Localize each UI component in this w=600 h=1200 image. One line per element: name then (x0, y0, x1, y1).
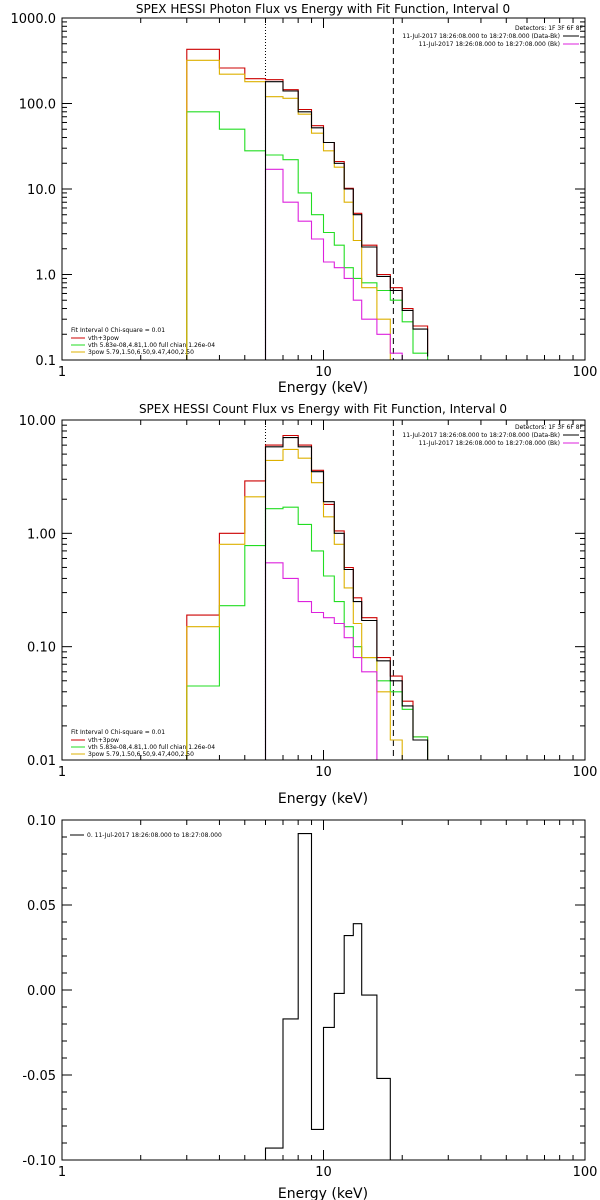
legend-bk: 11-Jul-2017 18:26:08.000 to 18:27:08.000… (419, 41, 560, 48)
legend-3pow: 3pow 5.79,1.50,6.50,9.47,400,2.50 (88, 751, 194, 758)
y-tick-label: 10.00 (19, 414, 56, 429)
y-tick-label: 1000.0 (11, 12, 57, 27)
photon-flux-panel: SPEX HESSI Photon Flux vs Energy with Fi… (11, 2, 598, 396)
residuals-panel: 1 10 100 -0.10 -0.05 0.00 0.05 0.10 0. 11-Jul-2… (22, 814, 597, 1200)
plot-area: 1 10 100 -0.10 -0.05 0.00 0.05 0.10 (22, 814, 597, 1180)
series-line-1 (186, 506, 429, 760)
y-tick-label: 0.1 (35, 354, 56, 369)
x-tick-label: 100 (573, 1165, 598, 1180)
chart-title: SPEX HESSI Photon Flux vs Energy with Fi… (136, 2, 510, 16)
y-tick-label: 0.10 (27, 641, 56, 656)
x-tick-label: 1 (58, 1165, 66, 1180)
plot-area: 1 10 100 0.1 1.0 10.0 100.0 1000.0 (11, 12, 598, 380)
detectors-label: Detectors: 1F 3F 6F 8F (515, 424, 584, 431)
y-tick-label: 0.05 (27, 899, 56, 914)
x-axis-label: Energy (keV) (278, 1186, 368, 1200)
series-line-4 (264, 437, 429, 760)
legend-vth3pow: vth+3pow (88, 335, 119, 342)
legend-data-bk: 11-Jul-2017 18:26:08.000 to 18:27:08.000… (402, 33, 560, 40)
series-line-4 (264, 81, 429, 360)
x-tick-label: 100 (573, 365, 598, 380)
count-flux-panel: SPEX HESSI Count Flux vs Energy with Fit… (19, 402, 598, 807)
y-tick-label: 100.0 (19, 98, 56, 113)
series-line-0 (264, 833, 391, 1160)
legend-3pow: 3pow 5.79,1.50,6.50,9.47,400,2.50 (88, 349, 194, 356)
y-tick-label: 10.0 (27, 183, 56, 198)
series-line-3 (264, 562, 378, 760)
legend-vth: vth 5.83e-08,4.81,1.00 full chian 1.26e-… (88, 744, 215, 751)
x-tick-label: 1 (58, 765, 66, 780)
y-tick-label: 1.0 (35, 269, 56, 284)
chart-title: SPEX HESSI Count Flux vs Energy with Fit… (139, 402, 507, 416)
legend-vth: vth 5.83e-08,4.81,1.00 full chian 1.26e-… (88, 342, 215, 349)
x-tick-label: 10 (315, 1165, 332, 1180)
y-tick-label: 1.00 (27, 527, 56, 542)
y-tick-label: -0.10 (22, 1154, 56, 1169)
x-tick-label: 1 (58, 365, 66, 380)
legend-fit-interval: Fit Interval 0 Chi-square = 0.01 (71, 327, 165, 334)
series-group (186, 434, 429, 760)
series-line-1 (186, 111, 429, 360)
x-axis-label: Energy (keV) (278, 791, 368, 807)
y-tick-label: 0.10 (27, 814, 56, 829)
detectors-label: Detectors: 1F 3F 6F 8F (515, 25, 584, 32)
series-group (186, 48, 429, 360)
plot-area: 1 10 100 0.01 0.10 1.00 10.00 (19, 414, 598, 780)
legend-residual: 0. 11-Jul-2017 18:26:08.000 to 18:27:08.… (87, 832, 222, 839)
x-tick-label: 10 (315, 765, 332, 780)
legend-data-bk: 11-Jul-2017 18:26:08.000 to 18:27:08.000… (402, 432, 560, 439)
series-group (264, 833, 391, 1160)
legend-bk: 11-Jul-2017 18:26:08.000 to 18:27:08.000… (419, 440, 560, 447)
y-tick-label: -0.05 (22, 1069, 56, 1084)
y-tick-label: 0.00 (27, 984, 56, 999)
y-tick-label: 0.01 (27, 754, 56, 769)
x-tick-label: 10 (315, 365, 332, 380)
legend-fit-interval: Fit Interval 0 Chi-square = 0.01 (71, 729, 165, 736)
legend-vth3pow: vth+3pow (88, 737, 119, 744)
x-tick-label: 100 (573, 765, 598, 780)
series-line-3 (264, 168, 403, 360)
x-axis-label: Energy (keV) (278, 380, 368, 396)
